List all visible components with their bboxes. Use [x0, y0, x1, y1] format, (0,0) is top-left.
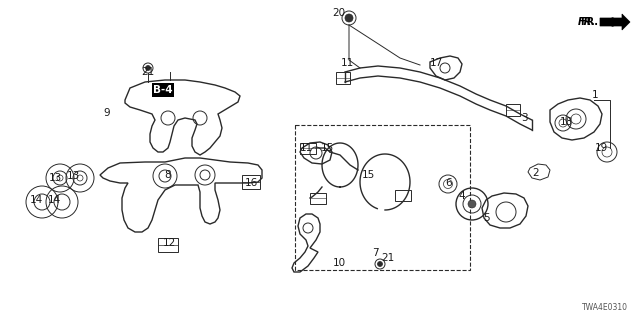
Text: 5: 5 [484, 213, 490, 223]
Text: 6: 6 [445, 178, 452, 188]
Circle shape [345, 14, 353, 22]
Text: 14: 14 [47, 195, 61, 205]
Text: TWA4E0310: TWA4E0310 [582, 303, 628, 312]
Text: 21: 21 [141, 67, 155, 77]
Text: FR.: FR. [578, 17, 596, 27]
Text: 8: 8 [164, 170, 172, 180]
Text: FR.: FR. [580, 17, 598, 27]
Text: B-4: B-4 [153, 85, 173, 95]
Text: 15: 15 [321, 143, 333, 153]
Text: 11: 11 [300, 143, 312, 153]
Text: 13: 13 [49, 173, 61, 183]
Text: 16: 16 [244, 178, 258, 188]
Circle shape [145, 66, 150, 70]
Text: 2: 2 [532, 168, 540, 178]
Text: 20: 20 [332, 8, 346, 18]
Circle shape [468, 200, 476, 208]
Text: 7: 7 [372, 248, 378, 258]
Text: 4: 4 [459, 191, 465, 201]
Text: 21: 21 [381, 253, 395, 263]
Text: 11: 11 [340, 58, 354, 68]
Text: 19: 19 [595, 143, 607, 153]
Bar [506, 104, 520, 116]
Text: 12: 12 [163, 238, 175, 248]
Bar [310, 193, 326, 204]
Text: 14: 14 [29, 195, 43, 205]
Bar [242, 175, 260, 189]
Text: 3: 3 [521, 113, 527, 123]
Text: 18: 18 [559, 117, 573, 127]
Text: 9: 9 [104, 108, 110, 118]
Text: 13: 13 [67, 171, 79, 181]
Text: 10: 10 [332, 258, 346, 268]
Polygon shape [600, 14, 630, 30]
Text: 1: 1 [592, 90, 598, 100]
Text: 15: 15 [362, 170, 374, 180]
Text: 17: 17 [429, 58, 443, 68]
Bar [300, 143, 316, 154]
Bar [336, 72, 350, 84]
Bar [158, 238, 178, 252]
Bar [395, 190, 411, 201]
Circle shape [378, 261, 383, 267]
Bar [295, 125, 470, 270]
